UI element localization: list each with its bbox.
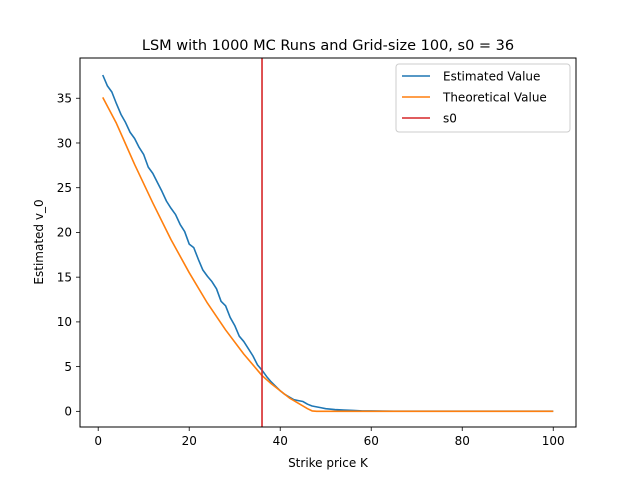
legend: Estimated Value Theoretical Value s0 xyxy=(395,63,571,133)
x-axis-label: Strike price K xyxy=(288,456,369,470)
x-tick-label: 80 xyxy=(455,434,470,448)
series-line-estimated-value xyxy=(102,74,554,412)
y-tick-label: 5 xyxy=(64,360,72,374)
y-axis: 0 5 10 15 20 25 30 35 xyxy=(57,92,80,419)
y-tick-label: 20 xyxy=(57,226,72,240)
x-tick-label: 40 xyxy=(273,434,288,448)
legend-box xyxy=(395,63,571,133)
series-line-theoretical-value xyxy=(102,96,554,413)
legend-label-s0: s0 xyxy=(443,111,457,125)
y-tick-label: 10 xyxy=(57,315,72,329)
x-tick-label: 100 xyxy=(542,434,565,448)
y-tick-label: 30 xyxy=(57,136,72,150)
x-tick-label: 20 xyxy=(182,434,197,448)
y-tick-label: 35 xyxy=(57,92,72,106)
y-axis-label: Estimated v_0 xyxy=(32,199,46,284)
axes-frame xyxy=(79,57,577,428)
plot-area xyxy=(102,58,554,427)
y-tick-label: 15 xyxy=(57,270,72,284)
x-tick-label: 60 xyxy=(364,434,379,448)
x-axis: 0 20 40 60 80 100 xyxy=(94,427,565,448)
chart-title: LSM with 1000 MC Runs and Grid-size 100,… xyxy=(142,38,514,54)
y-tick-label: 0 xyxy=(64,405,72,419)
legend-label-theoretical-value: Theoretical Value xyxy=(442,90,547,104)
x-tick-label: 0 xyxy=(94,434,102,448)
y-tick-label: 25 xyxy=(57,181,72,195)
legend-label-estimated-value: Estimated Value xyxy=(443,69,540,83)
